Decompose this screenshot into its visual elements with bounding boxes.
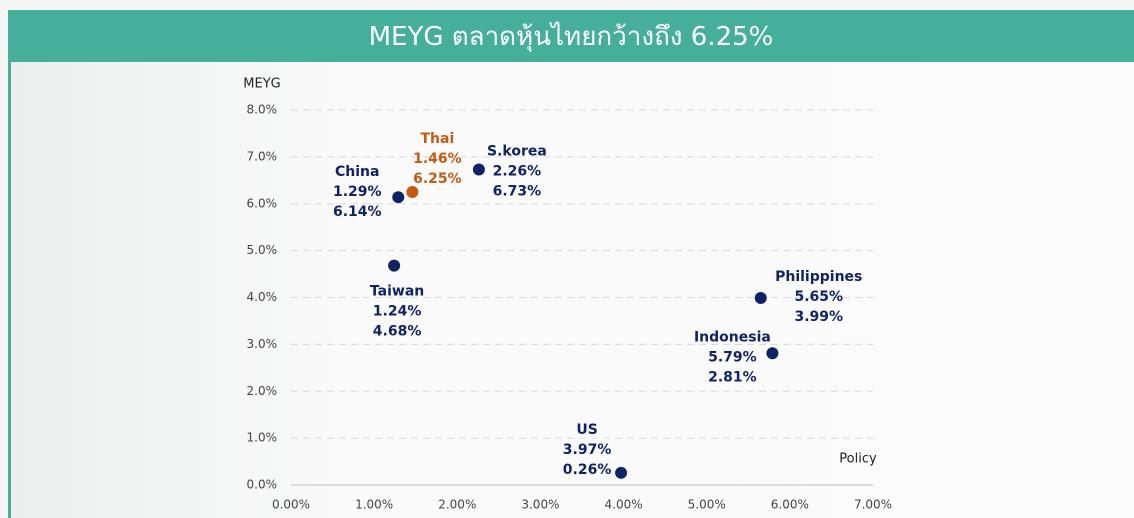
data-label: 1.24% <box>373 304 422 320</box>
point <box>754 291 767 304</box>
y-tick-label: 6.0% <box>247 196 278 210</box>
content-frame <box>8 62 1134 518</box>
data-label: 3.97% <box>563 442 612 458</box>
point <box>406 186 419 199</box>
data-label: S.korea <box>487 144 547 160</box>
x-tick-label: 2.00% <box>438 498 476 512</box>
point <box>472 163 485 176</box>
point <box>615 466 628 479</box>
x-tick-label: 6.00% <box>771 498 809 512</box>
data-label: Taiwan <box>370 284 424 300</box>
y-axis-label: MEYG <box>243 77 280 92</box>
data-label: 6.14% <box>333 204 382 220</box>
title-bar: MEYG ตลาดหุ้นไทยกว้างถึง 6.25% <box>8 10 1134 62</box>
x-tick-label: 4.00% <box>605 498 643 512</box>
y-tick-label: 8.0% <box>247 103 278 117</box>
y-tick-label: 2.0% <box>247 384 278 398</box>
y-tick-label: 4.0% <box>247 290 278 304</box>
point <box>388 259 401 272</box>
data-label: 0.26% <box>563 462 612 478</box>
data-label: Indonesia <box>694 329 771 345</box>
data-label: 6.73% <box>493 184 542 200</box>
data-label: 1.29% <box>333 184 382 200</box>
data-label: 1.46% <box>413 151 462 167</box>
y-tick-label: 1.0% <box>247 431 278 445</box>
point <box>766 347 779 360</box>
x-tick-label: 5.00% <box>688 498 726 512</box>
point <box>392 191 405 204</box>
x-tick-label: 1.00% <box>355 498 393 512</box>
y-tick-label: 7.0% <box>247 149 278 163</box>
data-label: China <box>335 164 379 180</box>
data-label: Thai <box>421 131 455 147</box>
chart-title: MEYG ตลาดหุ้นไทยกว้างถึง 6.25% <box>368 21 774 52</box>
data-label: 4.68% <box>373 324 422 340</box>
x-tick-label: 7.00% <box>854 498 892 512</box>
data-label: 2.26% <box>493 164 542 180</box>
y-tick-label: 0.0% <box>247 478 278 492</box>
x-tick-label: 0.00% <box>272 498 310 512</box>
data-label: 5.79% <box>708 349 757 365</box>
x-tick-label: 3.00% <box>521 498 559 512</box>
y-tick-label: 5.0% <box>247 243 278 257</box>
data-label: 5.65% <box>794 289 843 305</box>
y-tick-label: 3.0% <box>247 337 278 351</box>
data-label: 6.25% <box>413 171 462 187</box>
x-axis-label: Policy <box>839 452 877 467</box>
data-label: 3.99% <box>794 309 843 325</box>
data-label: US <box>576 422 597 438</box>
data-label: Philippines <box>775 269 862 285</box>
data-label: 2.81% <box>708 369 757 385</box>
